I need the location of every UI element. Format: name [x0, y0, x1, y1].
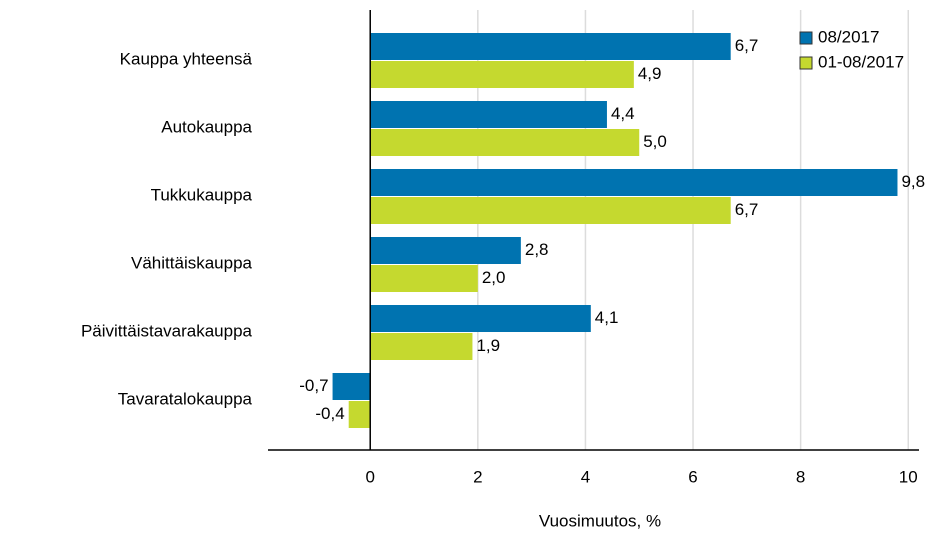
bar	[370, 61, 634, 88]
bar	[370, 169, 898, 196]
legend-label: 08/2017	[818, 27, 879, 46]
bar	[370, 129, 640, 156]
bar	[370, 197, 731, 224]
value-label: 1,9	[476, 336, 500, 355]
y-tick-label: Kauppa yhteensä	[120, 49, 253, 68]
y-tick-label: Tukkukauppa	[151, 185, 253, 204]
bar	[370, 33, 731, 60]
bar	[370, 237, 521, 264]
value-label: 2,0	[482, 268, 506, 287]
value-label: -0,7	[299, 376, 328, 395]
legend-swatch	[799, 56, 813, 70]
y-tick-label: Päivittäistavarakauppa	[81, 321, 253, 340]
value-label: 6,7	[735, 36, 759, 55]
x-tick-label: 8	[796, 467, 805, 486]
x-axis-label: Vuosimuutos, %	[539, 511, 661, 530]
bar	[370, 333, 473, 360]
y-tick-label: Vähittäiskauppa	[131, 253, 253, 272]
legend-swatch	[799, 31, 813, 45]
value-label: 5,0	[643, 132, 667, 151]
x-tick-label: 10	[899, 467, 918, 486]
bar	[348, 401, 371, 428]
x-tick-label: 0	[365, 467, 374, 486]
y-tick-label: Tavaratalokauppa	[118, 389, 253, 408]
x-tick-label: 4	[581, 467, 590, 486]
value-label: -0,4	[315, 404, 344, 423]
value-label: 2,8	[525, 240, 549, 259]
bar	[370, 305, 591, 332]
y-tick-label: Autokauppa	[161, 117, 252, 136]
value-label: 4,4	[611, 104, 635, 123]
value-label: 9,8	[901, 172, 925, 191]
bar	[370, 265, 478, 292]
legend-label: 01-08/2017	[818, 52, 904, 71]
bar	[332, 373, 371, 400]
x-tick-label: 6	[688, 467, 697, 486]
value-label: 4,1	[595, 308, 619, 327]
x-tick-label: 2	[473, 467, 482, 486]
bar	[370, 101, 607, 128]
value-label: 6,7	[735, 200, 759, 219]
value-label: 4,9	[638, 64, 662, 83]
